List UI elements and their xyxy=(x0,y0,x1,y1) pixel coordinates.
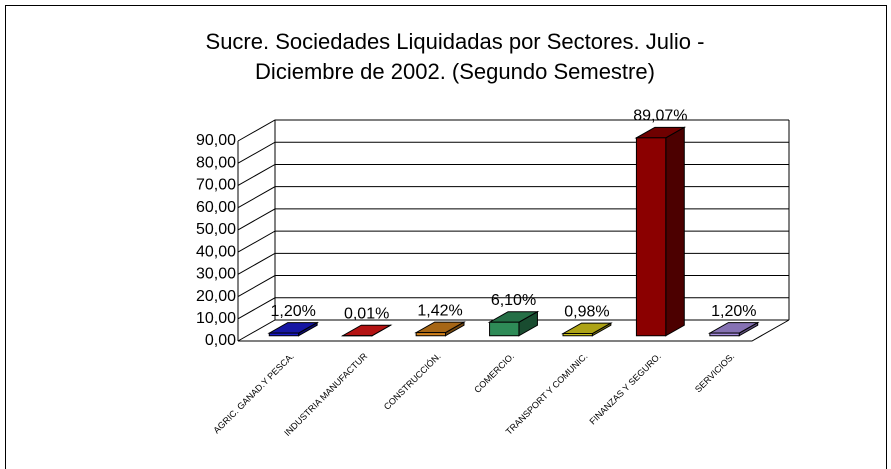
grid-line xyxy=(237,275,789,297)
bar xyxy=(709,332,740,337)
grid-line xyxy=(237,230,789,253)
value-label: 6,10% xyxy=(491,292,536,309)
chart-border xyxy=(5,5,887,469)
value-label: 1,42% xyxy=(417,302,462,319)
grid-line xyxy=(237,141,789,164)
y-tick-label: 30,00 xyxy=(196,266,236,283)
chart-title: Diciembre de 2002. (Segundo Semestre) xyxy=(255,59,655,84)
y-tick-label: 20,00 xyxy=(196,288,236,305)
grid-line xyxy=(237,319,789,342)
value-label: 89,07% xyxy=(633,108,687,125)
chart-title: Sucre. Sociedades Liquidadas por Sectore… xyxy=(206,29,705,54)
grid-line xyxy=(237,252,789,275)
grid-line xyxy=(237,163,789,186)
bar xyxy=(415,332,447,337)
grid-line xyxy=(237,208,789,231)
bar xyxy=(562,333,593,337)
grid-line xyxy=(237,186,789,209)
y-tick-label: 70,00 xyxy=(196,177,236,194)
y-tick-label: 10,00 xyxy=(196,310,236,327)
y-tick-label: 90,00 xyxy=(196,132,236,149)
floor-line xyxy=(238,319,790,342)
bar xyxy=(635,137,667,337)
grid-line xyxy=(237,297,789,320)
y-tick-label: 50,00 xyxy=(196,221,236,238)
value-label: 1,20% xyxy=(711,303,756,320)
bar xyxy=(268,332,300,337)
y-tick-label: 40,00 xyxy=(196,243,236,260)
bar-side xyxy=(665,126,685,337)
grid-line xyxy=(237,119,789,142)
value-label: 0,98% xyxy=(564,303,609,320)
value-label: 1,20% xyxy=(271,303,316,320)
y-tick-label: 60,00 xyxy=(196,199,236,216)
y-tick-label: 80,00 xyxy=(196,154,236,171)
bar xyxy=(489,321,520,337)
y-tick-label: 0,00 xyxy=(205,332,236,349)
value-label: 0,01% xyxy=(344,305,389,322)
